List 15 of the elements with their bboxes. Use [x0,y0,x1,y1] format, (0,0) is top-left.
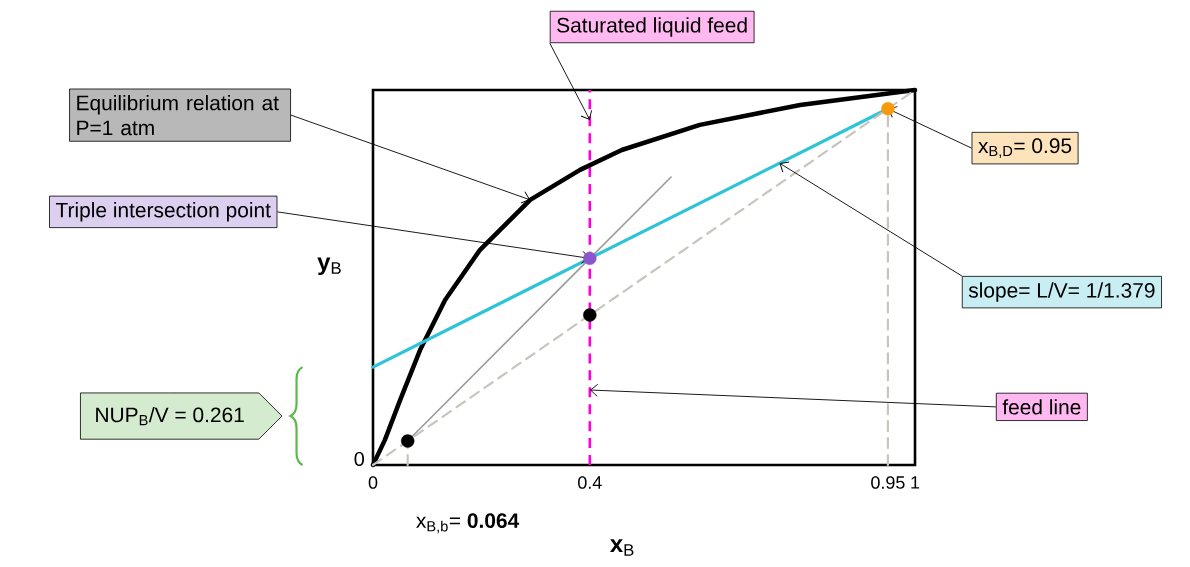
text: NUP$_{B}$/V = 0.261 [96,406,244,426]
x-tick-label: 0 [368,476,378,489]
annotation: x$_{B,b}$= 0.064 [416,513,520,534]
y-axis-title: y$_{B}$ [317,257,341,276]
annotation: slope= L/V= 1/1.379 [968,282,1155,302]
annotation: Saturated liquid feed [557,17,747,37]
annotation: x$_{B,D}$= 0.95 [978,138,1072,158]
annotation: Equilibrium relation at P=1 atm [77,94,279,136]
text: 0 [354,451,365,467]
annotation: feed line [1002,399,1081,415]
x-axis-title: x$_{B}$ [610,539,634,556]
x-tick-label: 0.95 [871,476,905,489]
annotation: Triple intersection point [55,202,271,222]
x-tick-label: 1 [911,476,920,489]
x-tick-label: 0.4 [578,476,602,489]
